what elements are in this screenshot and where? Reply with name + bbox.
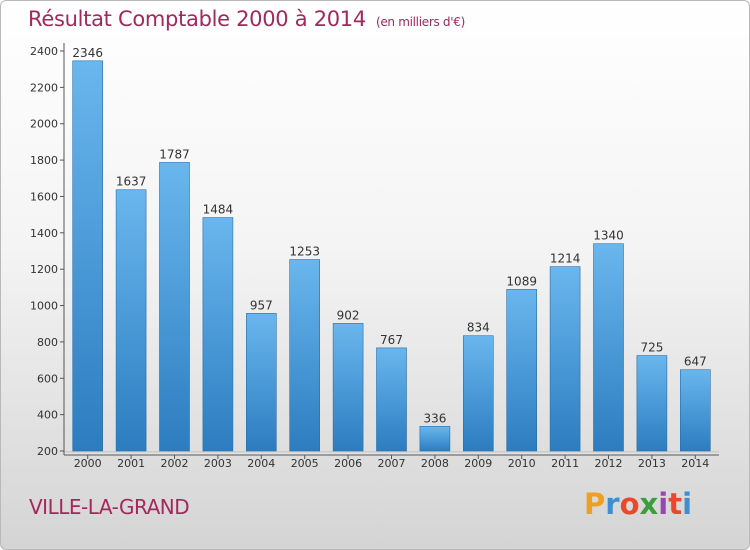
bar-2014 — [679, 369, 711, 452]
data-label-2010: 1089 — [506, 274, 537, 288]
y-tick-label: 200 — [37, 445, 58, 458]
y-tick-label: 400 — [37, 409, 58, 422]
data-label-2005: 1253 — [289, 245, 320, 259]
data-label-2013: 725 — [640, 341, 663, 355]
bar-2010 — [506, 289, 538, 452]
x-tick-label-2013: 2013 — [638, 457, 666, 470]
logo-letter: x — [639, 487, 659, 521]
y-tick-label: 2200 — [30, 81, 58, 94]
data-label-2011: 1214 — [550, 252, 581, 266]
y-tick-label: 1400 — [30, 227, 58, 240]
x-tick-label-2008: 2008 — [421, 457, 449, 470]
y-tick-label: 600 — [37, 372, 58, 385]
y-tick-label: 2400 — [30, 45, 58, 58]
logo-letter: t — [668, 487, 683, 521]
x-tick-label-2000: 2000 — [74, 457, 102, 470]
chart-bars: 2346 1637 1787 1484 957 1253 902 767 336 834 1089 1… — [72, 46, 711, 452]
logo-letter: r — [605, 487, 620, 521]
x-tick-label-2005: 2005 — [291, 457, 319, 470]
y-tick-label: 1800 — [30, 154, 58, 167]
data-label-2007: 767 — [380, 333, 403, 347]
x-tick-label-2002: 2002 — [161, 457, 189, 470]
data-label-2012: 1340 — [593, 229, 624, 243]
x-tick-label-2003: 2003 — [204, 457, 232, 470]
data-label-2006: 902 — [337, 308, 360, 322]
y-tick-label: 1200 — [30, 263, 58, 276]
bar-2004 — [246, 313, 277, 452]
bar-2007 — [376, 347, 407, 452]
bar-2003 — [202, 217, 234, 452]
data-label-2008: 336 — [423, 411, 446, 425]
data-label-2009: 834 — [467, 321, 490, 335]
y-tick-label: 2000 — [30, 118, 58, 131]
bar-2013 — [636, 355, 668, 452]
x-tick-label-2010: 2010 — [508, 457, 536, 470]
chart-axes: 200 400 600 800 1000 1200 1400 1600 1800 2000 2200… — [30, 43, 719, 470]
bar-2009 — [462, 335, 494, 452]
bar-2000 — [72, 60, 103, 452]
x-tick-label-2012: 2012 — [595, 457, 623, 470]
bar-2006 — [332, 323, 364, 452]
bar-2005 — [289, 259, 321, 452]
x-tick-label-2014: 2014 — [681, 457, 709, 470]
bar-2001 — [115, 189, 147, 452]
y-tick-label: 1000 — [30, 300, 58, 313]
data-label-2000: 2346 — [72, 46, 103, 60]
chart-floor — [64, 451, 719, 455]
x-tick-label-2009: 2009 — [464, 457, 492, 470]
logo-letter: P — [584, 487, 606, 521]
x-tick-label-2007: 2007 — [378, 457, 406, 470]
logo-letter: i — [682, 487, 693, 521]
data-label-2002: 1787 — [159, 147, 190, 161]
chart-title: Résultat Comptable 2000 à 2014 (en millie… — [28, 7, 465, 31]
data-label-2014: 647 — [684, 355, 707, 369]
logo-letter: i — [658, 487, 669, 521]
x-tick-label-2006: 2006 — [334, 457, 362, 470]
x-tick-label-2011: 2011 — [551, 457, 579, 470]
bar-2002 — [159, 162, 190, 452]
logo-letter: o — [619, 487, 640, 521]
unit-note: (en milliers d'€) — [375, 15, 465, 29]
city-name: VILLE-LA-GRAND — [29, 495, 190, 519]
data-label-2004: 957 — [250, 298, 273, 312]
proxiti-logo[interactable]: Proxiti — [584, 487, 692, 521]
bar-2012 — [593, 243, 624, 452]
bar-2008 — [419, 425, 451, 452]
data-label-2001: 1637 — [116, 175, 147, 189]
y-tick-label: 800 — [37, 336, 58, 349]
chart-title-text: Résultat Comptable 2000 à 2014 — [28, 7, 366, 31]
x-tick-label-2001: 2001 — [117, 457, 145, 470]
data-label-2003: 1484 — [203, 203, 234, 217]
x-tick-label-2004: 2004 — [247, 457, 275, 470]
y-tick-label: 1600 — [30, 190, 58, 203]
bar-2011 — [549, 266, 581, 452]
